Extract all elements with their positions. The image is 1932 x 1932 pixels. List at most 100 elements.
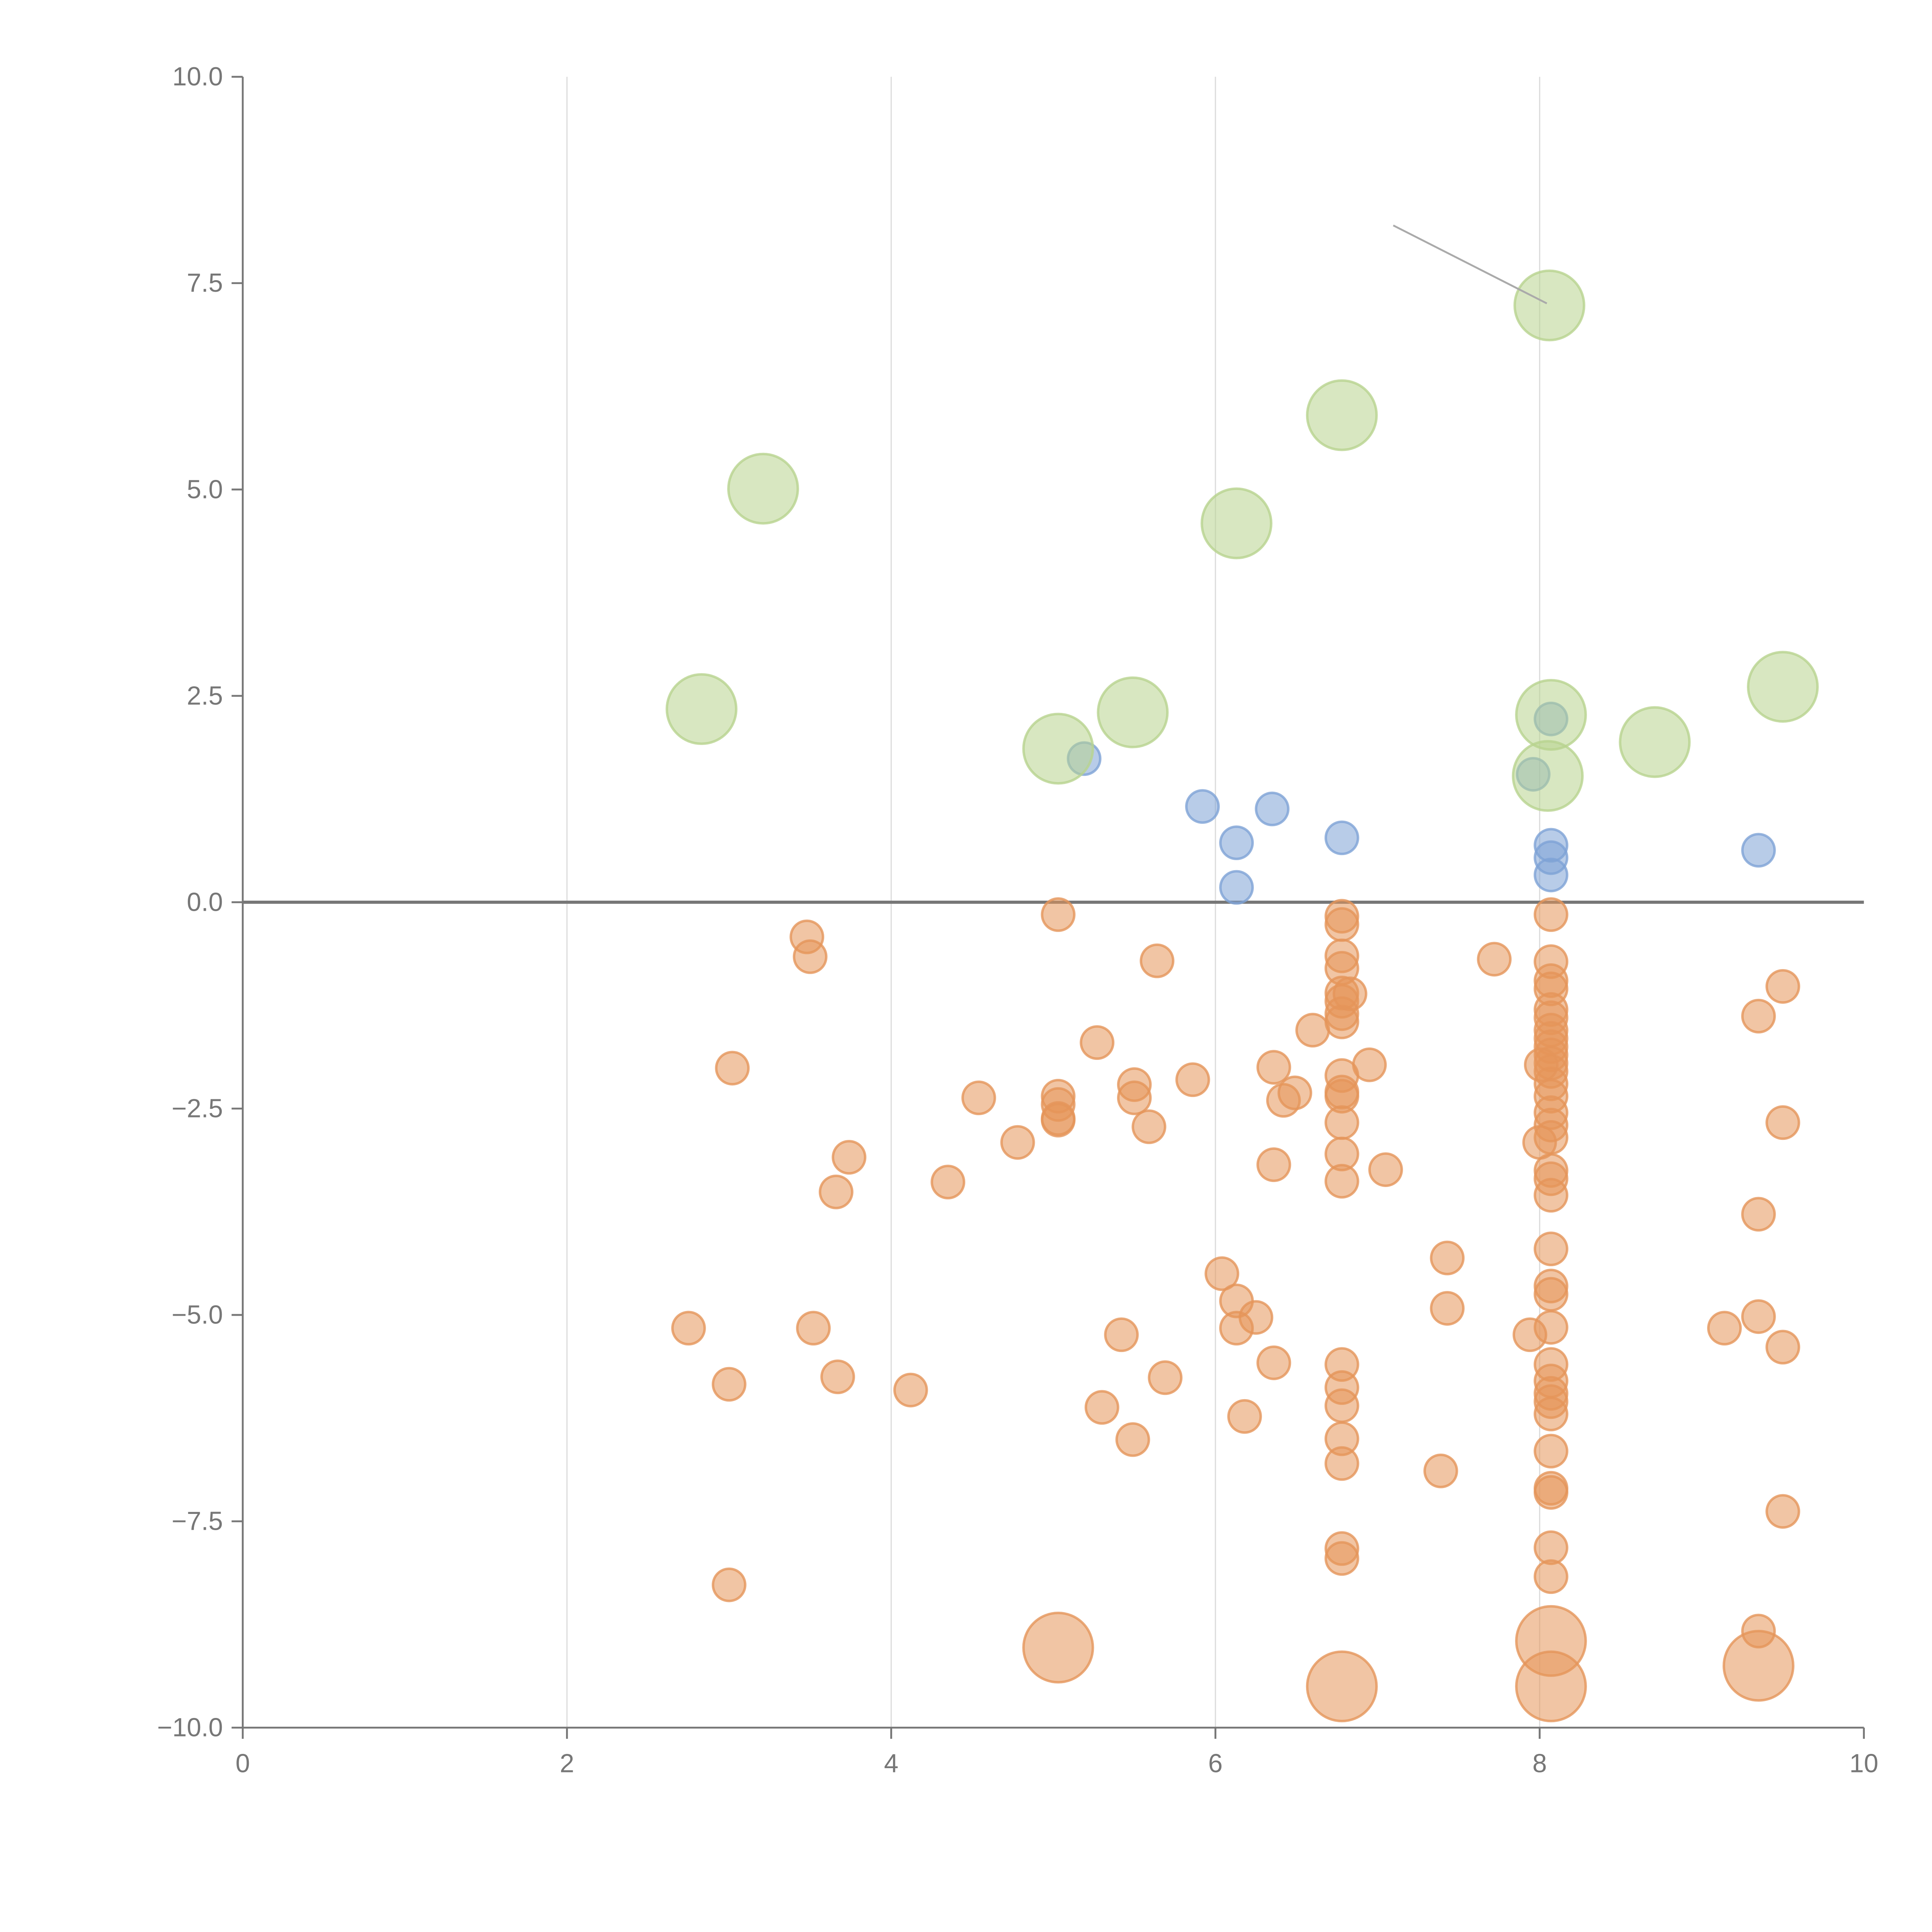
point-green — [1619, 706, 1691, 778]
point-orange — [1324, 1105, 1359, 1140]
point-orange — [1219, 1311, 1254, 1346]
point-orange — [1256, 1050, 1291, 1085]
point-orange — [1477, 942, 1512, 977]
x-tick-label: 10 — [1849, 1749, 1878, 1778]
point-orange — [1324, 1446, 1359, 1481]
x-tick-label: 4 — [884, 1749, 898, 1778]
y-tick-label: 0.0 — [187, 888, 223, 917]
point-orange — [1534, 1178, 1568, 1213]
point-orange — [1534, 1434, 1568, 1469]
y-tick-label: −7.5 — [172, 1507, 223, 1536]
point-orange — [1741, 998, 1776, 1034]
point-blue — [1534, 857, 1568, 893]
y-tick-label: −10.0 — [157, 1713, 223, 1742]
point-orange — [1041, 897, 1076, 932]
data-points — [665, 269, 1819, 1723]
point-orange — [1534, 1559, 1568, 1594]
point-blue — [1741, 833, 1776, 868]
point-orange — [1741, 1299, 1776, 1334]
point-orange — [1765, 1494, 1800, 1529]
point-green — [1097, 676, 1169, 748]
point-orange — [1104, 1317, 1139, 1352]
point-orange — [1534, 1277, 1568, 1312]
x-tick-label: 0 — [235, 1749, 250, 1778]
point-orange — [1115, 1422, 1150, 1457]
point-orange — [796, 1311, 831, 1346]
point-orange — [1256, 1345, 1291, 1380]
point-orange — [1522, 1125, 1557, 1160]
point-orange — [832, 1140, 867, 1175]
point-orange — [1324, 1541, 1359, 1576]
y-tick-label: 5.0 — [187, 475, 223, 504]
point-blue — [1219, 870, 1254, 905]
point-orange — [1131, 1109, 1167, 1144]
point-orange — [1277, 1075, 1312, 1111]
point-orange — [1515, 1650, 1587, 1723]
point-blue — [1255, 791, 1290, 827]
point-blue — [1324, 820, 1359, 855]
point-orange — [1512, 1317, 1548, 1352]
point-green — [1513, 269, 1585, 342]
point-orange — [1332, 976, 1367, 1011]
point-green — [1201, 487, 1273, 560]
point-orange — [793, 939, 828, 974]
point-orange — [1765, 1105, 1800, 1140]
point-orange — [930, 1165, 966, 1199]
point-orange — [1324, 1388, 1359, 1423]
y-tick-label: −5.0 — [172, 1300, 223, 1329]
point-green — [727, 452, 799, 525]
point-orange — [671, 1311, 706, 1346]
point-orange — [1175, 1062, 1210, 1097]
point-blue — [1185, 789, 1220, 824]
point-orange — [893, 1372, 928, 1408]
x-tick-label: 8 — [1532, 1749, 1547, 1778]
point-orange — [1430, 1240, 1465, 1276]
point-green — [665, 673, 738, 745]
point-orange — [1306, 1650, 1378, 1723]
point-orange — [1080, 1025, 1115, 1060]
leader-line — [1393, 224, 1548, 304]
point-orange — [1368, 1152, 1403, 1187]
point-green — [1512, 740, 1584, 812]
y-tick-label: 7.5 — [187, 269, 223, 298]
point-orange — [1524, 1047, 1559, 1082]
point-orange — [711, 1367, 747, 1402]
point-orange — [1295, 1013, 1330, 1048]
point-orange — [1000, 1125, 1035, 1160]
point-orange — [1041, 1103, 1076, 1138]
point-green — [1306, 379, 1378, 451]
x-tick-label: 6 — [1208, 1749, 1223, 1778]
point-orange — [1741, 1197, 1776, 1232]
point-orange — [1204, 1256, 1240, 1291]
point-orange — [1430, 1291, 1465, 1326]
point-orange — [715, 1051, 750, 1086]
point-orange — [1324, 907, 1359, 942]
y-tick-label: 2.5 — [187, 681, 223, 710]
point-orange — [1148, 1360, 1183, 1395]
axes: 0 2 4 6 8 10 10.0 7.5 5.0 2.5 0.0 −2.5 −5.0 −7.5 −10.0 — [157, 62, 1879, 1778]
point-green — [1747, 651, 1819, 723]
x-tick-label: 2 — [560, 1749, 574, 1778]
point-blue — [1219, 825, 1254, 861]
point-orange — [1139, 943, 1175, 978]
point-orange — [1534, 897, 1568, 932]
point-orange — [1707, 1311, 1742, 1346]
point-orange — [1534, 1396, 1568, 1432]
point-orange — [1534, 1475, 1568, 1510]
point-orange — [1534, 1231, 1568, 1267]
point-orange — [961, 1080, 996, 1116]
point-orange — [818, 1174, 854, 1209]
point-orange — [1256, 1147, 1291, 1182]
point-orange — [1227, 1399, 1262, 1434]
point-green — [1515, 679, 1587, 751]
point-orange — [1423, 1453, 1458, 1488]
point-orange — [1741, 1614, 1776, 1649]
y-tick-label: −2.5 — [172, 1094, 223, 1123]
point-orange — [1765, 1330, 1800, 1365]
point-orange — [1534, 1530, 1568, 1565]
point-orange — [1084, 1390, 1119, 1425]
point-orange — [1324, 1164, 1359, 1199]
point-orange — [1117, 1080, 1152, 1116]
point-green — [1022, 713, 1094, 785]
